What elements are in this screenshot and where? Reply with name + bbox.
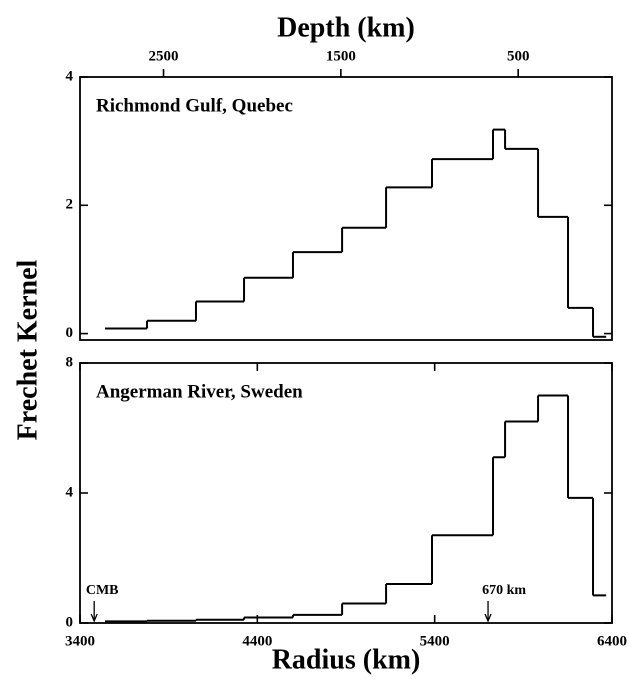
x-axis-label: Radius (km) <box>272 644 421 675</box>
y-tick-label: 2 <box>66 197 74 213</box>
x-tick-label: 3400 <box>65 633 95 649</box>
top-tick-label: 2500 <box>149 48 179 64</box>
annotation: 670 km <box>482 583 526 598</box>
top-axis-label: Depth (km) <box>277 12 415 43</box>
panel-label: Angerman River, Sweden <box>96 381 303 402</box>
arrow-head <box>90 613 98 623</box>
top-tick-label: 1500 <box>326 48 356 64</box>
arrow-head <box>484 613 492 623</box>
panel-label: Richmond Gulf, Quebec <box>96 95 293 116</box>
x-tick-label: 4400 <box>242 633 272 649</box>
x-tick-label: 6400 <box>597 633 627 649</box>
plot-frame <box>79 76 613 341</box>
top-tick-label: 500 <box>507 48 530 64</box>
annotation: CMB <box>86 583 119 598</box>
x-tick-label: 5400 <box>420 633 450 649</box>
y-axis-label: Frechet Kernel <box>12 259 43 440</box>
y-tick-label: 0 <box>66 325 74 341</box>
y-tick-label: 4 <box>66 484 74 500</box>
y-tick-label: 4 <box>66 68 74 84</box>
y-tick-label: 8 <box>66 354 74 370</box>
y-tick-label: 0 <box>66 614 74 630</box>
